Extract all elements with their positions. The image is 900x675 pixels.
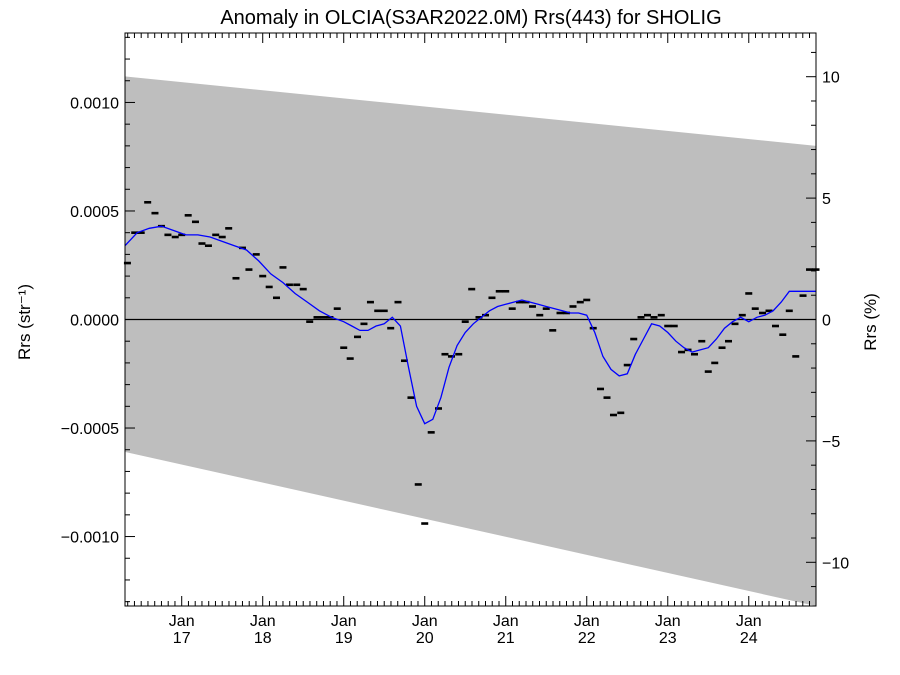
plot-area — [123, 76, 820, 607]
x-tick-month-label: Jan — [493, 613, 519, 630]
x-tick-year-label: 17 — [173, 630, 191, 647]
left-tick-label: 0.0000 — [70, 313, 119, 330]
right-tick-label: 10 — [822, 70, 840, 87]
x-tick-year-label: 20 — [416, 630, 434, 647]
x-tick-year-label: 21 — [497, 630, 515, 647]
x-tick-month-label: Jan — [331, 613, 357, 630]
right-tick-label: 0 — [822, 313, 831, 330]
uncertainty-envelope — [125, 76, 816, 607]
x-tick-year-label: 18 — [254, 630, 272, 647]
right-tick-label: −5 — [822, 434, 840, 451]
x-tick-month-label: Jan — [736, 613, 762, 630]
x-tick-month-label: Jan — [250, 613, 276, 630]
left-tick-label: −0.0005 — [61, 421, 119, 438]
x-tick-month-label: Jan — [574, 613, 600, 630]
x-tick-month-label: Jan — [412, 613, 438, 630]
smoothed-series-line — [124, 225, 816, 425]
x-tick-month-label: Jan — [655, 613, 681, 630]
x-tick-year-label: 19 — [335, 630, 353, 647]
left-y-axis: 0.0010 0.0005 0.0000 −0.0005 −0.0010 — [61, 36, 135, 603]
x-tick-year-label: 22 — [578, 630, 596, 647]
x-tick-year-label: 24 — [740, 630, 758, 647]
left-tick-label: −0.0010 — [61, 530, 119, 547]
x-tick-month-label: Jan — [169, 613, 195, 630]
right-tick-label: −10 — [822, 555, 849, 572]
chart-title: Anomaly in OLCIA(S3AR2022.0M) Rrs(443) f… — [220, 7, 721, 29]
right-y-axis: 10 5 0 −5 −10 — [806, 51, 849, 588]
left-axis-label: Rrs (str⁻¹) — [15, 284, 34, 360]
x-tick-year-label: 23 — [659, 630, 677, 647]
right-tick-label: 5 — [822, 191, 831, 208]
monthly-anomaly-markers — [123, 200, 820, 525]
left-tick-label: 0.0010 — [70, 95, 119, 112]
right-axis-label: Rrs (%) — [861, 293, 880, 351]
left-tick-label: 0.0005 — [70, 204, 119, 221]
